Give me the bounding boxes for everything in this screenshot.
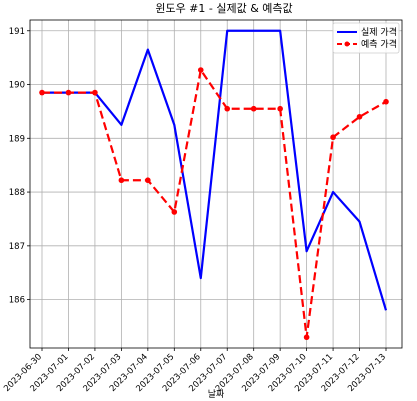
data-point: [39, 89, 45, 96]
y-tick-label: 187: [9, 242, 25, 252]
data-point: [330, 134, 336, 141]
data-point: [303, 334, 310, 341]
series-line-predicted: [42, 68, 387, 339]
series-line-actual: [42, 29, 388, 311]
chart-title: 윈도우 #1 - 실제값 & 예측값: [155, 1, 292, 15]
y-tick-label: 190: [9, 81, 25, 91]
data-point: [171, 209, 178, 215]
y-tick-label: 191: [9, 27, 25, 37]
data-point: [250, 105, 257, 112]
data-point: [383, 98, 389, 105]
data-point: [118, 177, 125, 184]
y-tick-label: 189: [9, 134, 25, 144]
y-tick-label: 188: [9, 188, 25, 198]
legend-marker: [344, 41, 350, 47]
y-axis-ticks: 186 187 188 189 190 191: [9, 27, 30, 306]
data-point: [92, 89, 98, 96]
legend-label: 예측 가격: [361, 38, 397, 50]
legend-label: 실제 가격: [361, 26, 397, 38]
x-axis-ticks: 2023-06-302023-07-012023-07-022023-07-03…: [2, 348, 388, 394]
data-point: [356, 113, 363, 120]
grid: [30, 20, 402, 348]
data-point: [197, 67, 204, 73]
data-point: [145, 177, 151, 184]
data-point: [277, 105, 283, 112]
series-layer: [39, 29, 389, 341]
y-tick-label: 186: [9, 296, 25, 306]
plot-frame: [29, 19, 403, 349]
data-point: [224, 105, 231, 112]
data-point: [65, 89, 72, 96]
x-axis-label: 날짜: [208, 389, 225, 400]
legend-box: [332, 22, 400, 54]
